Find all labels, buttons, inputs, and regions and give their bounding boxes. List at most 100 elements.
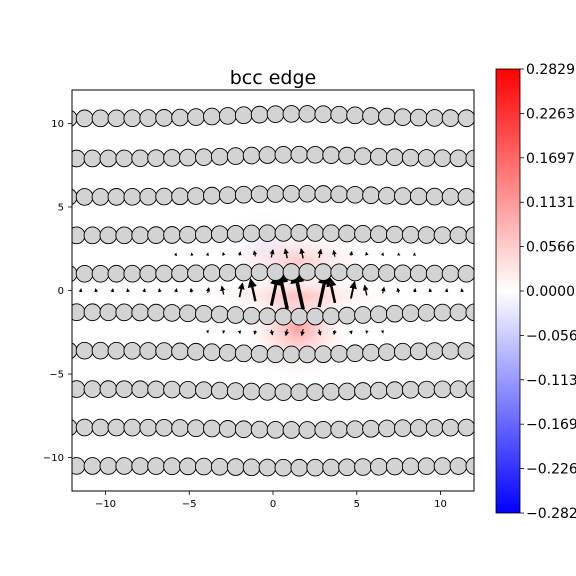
- displacement-arrow: [299, 248, 305, 259]
- displacement-arrow: [412, 287, 417, 293]
- atom: [346, 185, 364, 204]
- displacement-arrow: [269, 249, 275, 258]
- x-tick-label: 5: [354, 499, 360, 510]
- atom: [409, 264, 428, 283]
- atom: [72, 226, 86, 245]
- atom: [370, 305, 388, 324]
- atom: [131, 149, 149, 168]
- atom: [441, 187, 460, 206]
- colorbar-tick-label: −0.0566: [526, 328, 576, 344]
- atom: [203, 107, 221, 126]
- atom: [210, 147, 229, 166]
- displacement-arrow: [94, 288, 99, 293]
- atom: [378, 419, 396, 438]
- atom: [362, 107, 380, 125]
- atom: [210, 305, 229, 324]
- atom: [417, 380, 436, 399]
- atom: [433, 380, 452, 399]
- displacement-arrow: [78, 288, 83, 293]
- atom: [409, 108, 428, 127]
- atom: [425, 187, 444, 206]
- atom: [226, 147, 245, 165]
- displacement-arrow: [332, 330, 337, 336]
- atom: [258, 383, 277, 401]
- atom: [354, 147, 372, 166]
- colorbar-tick-label: −0.2829: [526, 506, 576, 522]
- displacement-arrow: [158, 288, 162, 293]
- atom: [370, 147, 388, 166]
- atom: [441, 342, 460, 360]
- atom: [449, 303, 468, 322]
- atom: [298, 184, 317, 203]
- displacement-arrow: [444, 288, 449, 293]
- atom: [385, 304, 404, 323]
- atom: [187, 187, 205, 205]
- atom: [226, 224, 245, 243]
- atom: [330, 420, 348, 439]
- atom: [139, 342, 158, 360]
- atom: [131, 226, 149, 245]
- atom-circles: [72, 105, 474, 477]
- atom: [210, 381, 229, 400]
- atom: [72, 342, 78, 359]
- atom: [338, 306, 356, 325]
- atom: [203, 264, 221, 282]
- y-tick-label: 10: [51, 119, 64, 130]
- atom: [306, 224, 325, 242]
- atom: [99, 226, 118, 245]
- displacement-arrow: [349, 280, 357, 299]
- x-tick-label: −10: [95, 499, 116, 510]
- atom: [155, 342, 173, 360]
- displacement-arrow: [365, 251, 369, 256]
- displacement-arrow: [300, 329, 305, 337]
- atom: [322, 146, 340, 164]
- colorbar: [495, 68, 521, 514]
- displacement-arrow: [362, 284, 369, 296]
- atom: [457, 188, 474, 206]
- atom: [322, 458, 340, 477]
- atom: [457, 264, 474, 283]
- atom: [322, 383, 340, 401]
- atom: [115, 226, 134, 245]
- atom: [417, 226, 436, 244]
- atom: [99, 303, 118, 322]
- atom: [298, 105, 317, 123]
- atom: [425, 264, 444, 283]
- atom: [425, 418, 444, 437]
- atom: [266, 263, 285, 281]
- colorbar-ticks: 0.2829 0.2263 0.1697 0.1131 0.0566 0.0000 −0.0…: [520, 62, 576, 522]
- atom: [314, 345, 333, 364]
- displacement-arrow: [283, 248, 289, 259]
- atom: [139, 187, 158, 206]
- atom: [242, 146, 261, 165]
- atom: [378, 186, 396, 205]
- atom: [83, 149, 102, 168]
- atom: [115, 303, 134, 322]
- atom: [218, 107, 237, 125]
- atom: [123, 418, 142, 437]
- atom: [234, 263, 253, 282]
- atom: [465, 149, 474, 168]
- atom: [155, 418, 173, 437]
- displacement-arrow: [396, 287, 401, 293]
- atom: [91, 109, 110, 128]
- atom: [91, 264, 110, 283]
- atom: [203, 186, 221, 205]
- displacement-arrow: [220, 285, 226, 295]
- displacement-arrow: [252, 250, 258, 257]
- atom: [179, 304, 197, 323]
- atom: [346, 420, 364, 439]
- atom: [465, 380, 474, 398]
- colorbar-tick-label: −0.1131: [526, 373, 576, 389]
- displacement-arrow: [237, 330, 242, 335]
- displacement-arrow: [253, 330, 258, 335]
- colorbar-tick-label: −0.2263: [526, 462, 576, 478]
- atom: [83, 457, 102, 475]
- atom: [298, 345, 317, 364]
- atom: [346, 263, 364, 282]
- atom: [258, 458, 277, 477]
- atom: [234, 344, 253, 363]
- atom: [107, 341, 126, 360]
- atom: [306, 383, 325, 401]
